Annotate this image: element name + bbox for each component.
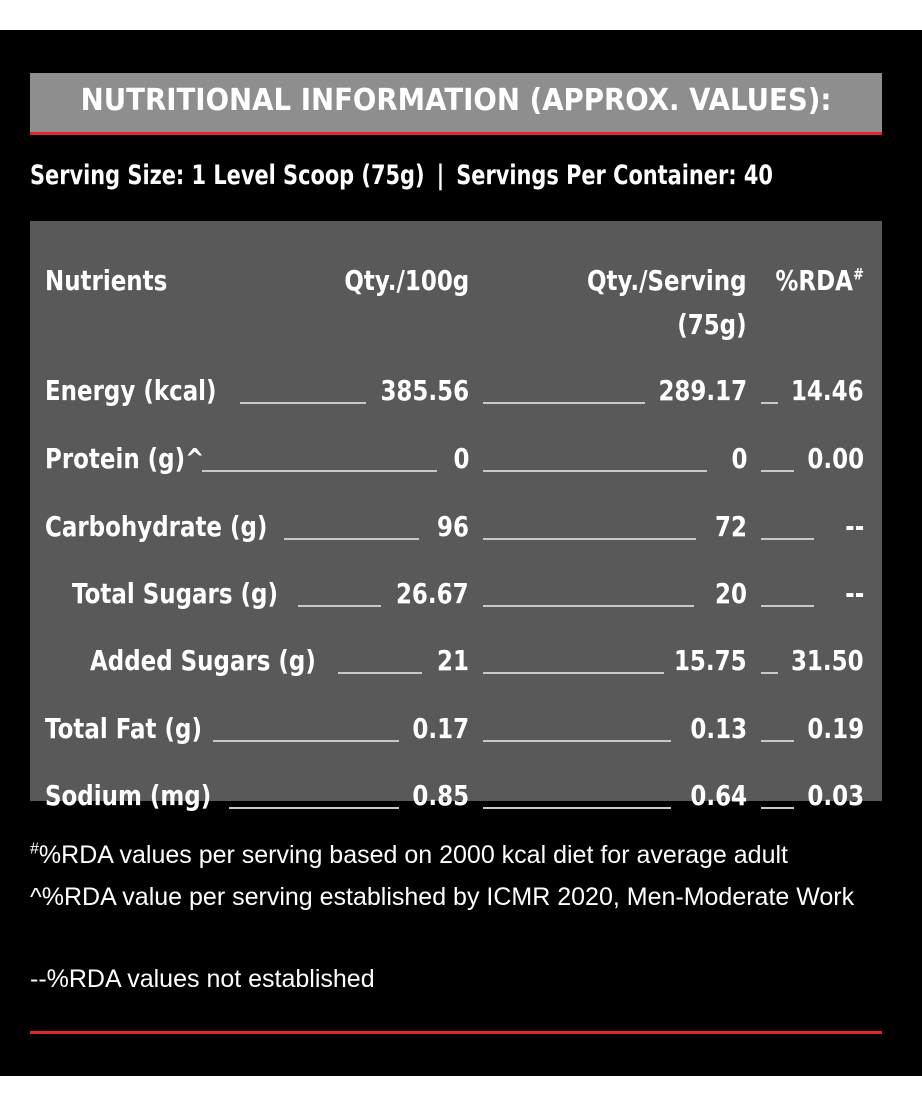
row-name-protein: Protein (g)^	[45, 442, 205, 475]
leader-line	[761, 470, 794, 472]
row-rda-total-fat: 0.19	[807, 712, 864, 745]
header-per-serving: Qty./Serving	[587, 264, 747, 297]
leader-line	[483, 605, 694, 607]
row-per100-protein: 0	[453, 442, 469, 475]
leader-line	[483, 740, 671, 742]
header-rda-mark: #	[853, 264, 864, 284]
row-rda-total-sugars: --	[844, 577, 864, 610]
header-per-serving-unit: (75g)	[677, 308, 747, 341]
row-serving-carbohydrate: 72	[715, 510, 747, 543]
servings-per-container: Servings Per Container: 40	[456, 160, 773, 191]
leader-line	[483, 470, 707, 472]
row-name-added-sugars: Added Sugars (g)	[90, 644, 316, 677]
leader-line	[284, 538, 419, 540]
bottom-divider	[30, 1031, 882, 1034]
row-rda-sodium: 0.03	[807, 779, 864, 812]
leader-line	[483, 672, 664, 674]
leader-line	[338, 672, 422, 674]
title-bar: NUTRITIONAL INFORMATION (APPROX. VALUES)…	[30, 73, 882, 135]
header-per-100g: Qty./100g	[344, 264, 469, 297]
footnote-rda-basis-text: %RDA values per serving based on 2000 kc…	[38, 841, 788, 869]
serving-size: Serving Size: 1 Level Scoop (75g)	[30, 160, 425, 191]
footnote-rda-basis: #%RDA values per serving based on 2000 k…	[30, 838, 870, 872]
row-per100-sodium: 0.85	[412, 779, 469, 812]
row-per100-total-fat: 0.17	[412, 712, 469, 745]
leader-line	[761, 807, 794, 809]
row-name-total-sugars: Total Sugars (g)	[72, 577, 278, 610]
leader-line	[483, 402, 645, 404]
row-name-energy: Energy (kcal)	[45, 374, 217, 407]
row-per100-carbohydrate: 96	[437, 510, 469, 543]
row-per100-total-sugars: 26.67	[396, 577, 469, 610]
leader-line	[229, 807, 399, 809]
row-serving-sodium: 0.64	[690, 779, 747, 812]
leader-line	[298, 605, 381, 607]
leader-line	[240, 402, 366, 404]
serving-info: Serving Size: 1 Level Scoop (75g) | Servin…	[30, 160, 773, 191]
row-serving-added-sugars: 15.75	[674, 644, 747, 677]
row-rda-energy: 14.46	[791, 374, 864, 407]
row-rda-carbohydrate: --	[844, 510, 864, 543]
leader-line	[202, 470, 437, 472]
leader-line	[761, 740, 794, 742]
serving-separator: |	[436, 160, 445, 191]
footnote-not-established: --%RDA values not established	[30, 965, 375, 993]
row-name-sodium: Sodium (mg)	[45, 779, 212, 812]
page-title: NUTRITIONAL INFORMATION (APPROX. VALUES)…	[80, 83, 832, 118]
leader-line	[213, 740, 399, 742]
row-per100-added-sugars: 21	[437, 644, 469, 677]
row-name-carbohydrate: Carbohydrate (g)	[45, 510, 268, 543]
footnote-mark: #	[30, 840, 39, 858]
header-rda-label: %RDA	[775, 264, 854, 297]
row-per100-energy: 385.56	[380, 374, 469, 407]
nutrition-table: Nutrients Qty./100g Qty./Serving (75g) %…	[30, 221, 882, 812]
row-serving-total-fat: 0.13	[690, 712, 747, 745]
row-rda-added-sugars: 31.50	[791, 644, 864, 677]
leader-line	[761, 672, 778, 674]
leader-line	[761, 402, 778, 404]
footnote-icmr: ^%RDA value per serving established by I…	[30, 883, 855, 911]
leader-line	[483, 538, 696, 540]
header-nutrients: Nutrients	[45, 264, 168, 297]
row-rda-protein: 0.00	[807, 442, 864, 475]
row-name-total-fat: Total Fat (g)	[45, 712, 202, 745]
row-serving-energy: 289.17	[658, 374, 747, 407]
row-serving-total-sugars: 20	[715, 577, 747, 610]
leader-line	[761, 605, 814, 607]
header-rda: %RDA#	[775, 264, 864, 298]
leader-line	[761, 538, 814, 540]
row-serving-protein: 0	[731, 442, 747, 475]
leader-line	[483, 807, 671, 809]
